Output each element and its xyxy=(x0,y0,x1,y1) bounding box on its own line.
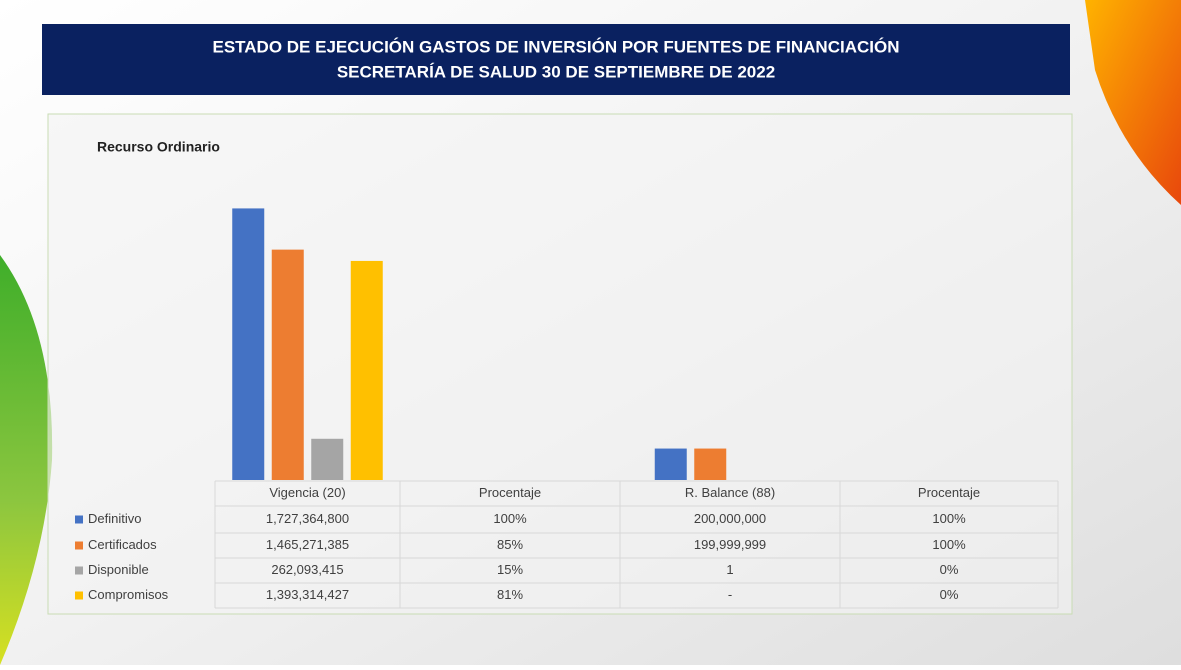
category-label: Procentaje xyxy=(918,485,980,500)
table-cell: 100% xyxy=(932,537,966,552)
subtitle: SECRETARÍA DE SALUD 30 DE SEPTIEMBRE DE … xyxy=(337,62,775,81)
bar xyxy=(311,439,343,480)
table-cell: 100% xyxy=(493,511,527,526)
bar xyxy=(272,250,304,480)
chart-frame xyxy=(48,114,1072,614)
legend-swatch xyxy=(75,592,83,600)
table-cell: 85% xyxy=(497,537,523,552)
title: ESTADO DE EJECUCIÓN GASTOS DE INVERSIÓN … xyxy=(212,37,899,56)
legend-label: Compromisos xyxy=(88,587,169,602)
legend-label: Definitivo xyxy=(88,511,141,526)
chart-title: Recurso Ordinario xyxy=(97,139,220,155)
table-cell: 262,093,415 xyxy=(271,562,343,577)
table-cell: 199,999,999 xyxy=(694,537,766,552)
table-cell: 0% xyxy=(940,562,959,577)
table-cell: 15% xyxy=(497,562,523,577)
table-cell: 1,393,314,427 xyxy=(266,587,349,602)
legend-label: Certificados xyxy=(88,537,157,552)
legend-swatch xyxy=(75,542,83,550)
table-cell: 81% xyxy=(497,587,523,602)
bar xyxy=(694,449,726,480)
legend-label: Disponible xyxy=(88,562,149,577)
table-cell: 200,000,000 xyxy=(694,511,766,526)
bar xyxy=(232,208,264,480)
table-cell: 0% xyxy=(940,587,959,602)
table-cell: 100% xyxy=(932,511,966,526)
category-label: Procentaje xyxy=(479,485,541,500)
title-banner xyxy=(42,24,1070,95)
table-cell: - xyxy=(728,587,732,602)
table-cell: 1,465,271,385 xyxy=(266,537,349,552)
table-cell: 1 xyxy=(726,562,733,577)
legend-swatch xyxy=(75,516,83,524)
category-label: Vigencia (20) xyxy=(269,485,345,500)
bar xyxy=(655,449,687,480)
table-cell: 1,727,364,800 xyxy=(266,511,349,526)
legend-swatch xyxy=(75,567,83,575)
category-label: R. Balance (88) xyxy=(685,485,775,500)
bar xyxy=(351,261,383,480)
